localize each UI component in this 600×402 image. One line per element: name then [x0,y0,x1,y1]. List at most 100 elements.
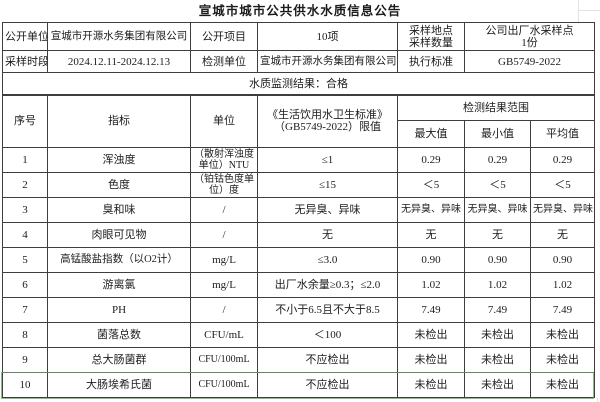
cell-indicator[interactable]: 肉眼可见物 [47,222,191,248]
open-items-value[interactable]: 10项 [257,22,398,51]
cell-avg[interactable]: 7.49 [529,297,596,323]
open-unit-value[interactable]: 宣城市开源水务集团有限公司 [47,22,191,51]
cell-max[interactable]: 无异臭、异味 [397,197,465,223]
cell-limit[interactable]: ≤3.0 [257,247,398,273]
cell-max[interactable]: 7.49 [397,297,465,323]
col-header-unit[interactable]: 单位 [190,94,258,148]
cell-unit[interactable]: （铂钴色度单位）度 [190,172,258,198]
col-header-indicator[interactable]: 指标 [47,94,191,148]
cell-max[interactable]: 1.02 [397,272,465,298]
cell-limit[interactable]: ＜100 [257,322,398,348]
cell-min[interactable]: ＜5 [464,172,531,198]
cell-no[interactable]: 3 [2,197,48,223]
cell-avg[interactable]: 未检出 [529,372,596,398]
cell-indicator[interactable]: 色度 [47,172,191,198]
cell-indicator[interactable]: 浑浊度 [47,147,191,173]
sampling-site-value[interactable]: 公司出厂水采样点 1份 [464,22,595,51]
cell-no[interactable]: 10 [2,372,48,398]
cell-unit[interactable]: CFU/mL [190,322,258,348]
cell-indicator[interactable]: 总大肠菌群 [47,347,191,373]
cell-unit[interactable]: / [190,197,258,223]
cell-no[interactable]: 9 [2,347,48,373]
info-table: 公开单位 宣城市开源水务集团有限公司 公开项目 10项 采样地点 采样数量 公司… [2,22,595,96]
cell-min[interactable]: 无 [464,222,531,248]
cell-avg[interactable]: 无异臭、异味 [529,197,596,223]
cell-avg[interactable]: 未检出 [529,347,596,373]
notice-title[interactable]: 宣城市城市公共供水水质信息公告 [198,4,402,18]
testing-unit-label[interactable]: 检测单位 [190,50,258,73]
cell-min[interactable]: 1.02 [464,272,531,298]
standard-value[interactable]: GB5749-2022 [464,50,595,73]
cell-no[interactable]: 4 [2,222,48,248]
result-row: 水质监测结果：合格 [2,72,595,96]
cell-unit[interactable]: （散射浑浊度单位）NTU [190,147,258,173]
cell-limit[interactable]: 不应检出 [257,347,398,373]
open-unit-label[interactable]: 公开单位 [2,22,48,51]
sampling-period-label[interactable]: 采样时段 [2,50,48,73]
cell-no[interactable]: 5 [2,247,48,273]
cell-limit[interactable]: ≤15 [257,172,398,198]
open-items-label[interactable]: 公开项目 [190,22,258,51]
header-row-sub: 最大值 最小值 平均值 [3,120,596,148]
cell-min[interactable]: 无异臭、异味 [464,197,531,223]
cell-no[interactable]: 6 [2,272,48,298]
cell-unit[interactable]: mg/L [190,272,258,298]
cell-min[interactable]: 未检出 [464,372,531,398]
cell-unit[interactable]: CFU/100mL [190,347,258,373]
cell-unit[interactable]: CFU/100mL [190,372,258,398]
table-row: 2 色度 （铂钴色度单位）度 ≤15 ＜5 ＜5 ＜5 [2,172,596,198]
testing-unit-value[interactable]: 宣城市开源水务集团有限公司 [257,50,398,73]
cell-avg[interactable]: 1.02 [529,272,596,298]
cell-limit[interactable]: 出厂水余量≥0.3；≤2.0 [257,272,398,298]
cell-max[interactable]: 未检出 [397,322,465,348]
monitor-result-cell[interactable]: 水质监测结果：合格 [2,72,595,96]
cell-limit[interactable]: 不应检出 [257,372,398,398]
cell-max[interactable]: 0.90 [397,247,465,273]
cell-limit[interactable]: 不小于6.5且不大于8.5 [257,297,398,323]
cell-indicator[interactable]: PH [47,297,191,323]
gridline [578,0,579,22]
col-header-no[interactable]: 序号 [2,94,48,148]
cell-min[interactable]: 0.29 [464,147,531,173]
cell-min[interactable]: 7.49 [464,297,531,323]
cell-indicator[interactable]: 高锰酸盐指数（以O2计） [47,247,191,273]
cell-avg[interactable]: ＜5 [529,172,596,198]
cell-avg[interactable]: 无 [529,222,596,248]
cell-indicator[interactable]: 臭和味 [47,197,191,223]
table-row: 3 臭和味 / 无异臭、异味 无异臭、异味 无异臭、异味 无异臭、异味 [2,197,596,223]
cell-limit[interactable]: 无异臭、异味 [257,197,398,223]
cell-no[interactable]: 1 [2,147,48,173]
cell-limit[interactable]: ≤1 [257,147,398,173]
table-row: 10 大肠埃希氏菌 CFU/100mL 不应检出 未检出 未检出 未检出 [2,372,596,398]
col-header-max[interactable]: 最大值 [397,120,465,148]
cell-unit[interactable]: / [190,297,258,323]
cell-no[interactable]: 2 [2,172,48,198]
cell-no[interactable]: 8 [2,322,48,348]
col-header-range[interactable]: 检测结果范围 [396,94,596,121]
cell-min[interactable]: 未检出 [464,347,531,373]
cell-indicator[interactable]: 游离氯 [47,272,191,298]
cell-indicator[interactable]: 大肠埃希氏菌 [47,372,191,398]
cell-unit[interactable]: mg/L [190,247,258,273]
col-header-avg[interactable]: 平均值 [529,120,596,148]
cell-avg[interactable]: 未检出 [529,322,596,348]
col-header-min[interactable]: 最小值 [464,120,531,148]
cell-max[interactable]: 0.29 [397,147,465,173]
cell-limit[interactable]: 无 [257,222,398,248]
sampling-period-value[interactable]: 2024.12.11-2024.12.13 [47,50,191,73]
standard-label[interactable]: 执行标准 [397,50,465,73]
cell-max[interactable]: 无 [397,222,465,248]
cell-indicator[interactable]: 菌落总数 [47,322,191,348]
cell-min[interactable]: 0.90 [464,247,531,273]
cell-min[interactable]: 未检出 [464,322,531,348]
cell-max[interactable]: ＜5 [397,172,465,198]
cell-no[interactable]: 7 [2,297,48,323]
col-header-limit[interactable]: 《生活饮用水卫生标准》 （GB5749-2022）限值 [257,94,398,148]
cell-unit[interactable]: / [190,222,258,248]
table-row: 6 游离氯 mg/L 出厂水余量≥0.3；≤2.0 1.02 1.02 1.02 [2,272,596,298]
cell-avg[interactable]: 0.29 [529,147,596,173]
cell-avg[interactable]: 0.90 [529,247,596,273]
cell-max[interactable]: 未检出 [397,372,465,398]
sampling-site-label[interactable]: 采样地点 采样数量 [397,22,465,51]
cell-max[interactable]: 未检出 [397,347,465,373]
